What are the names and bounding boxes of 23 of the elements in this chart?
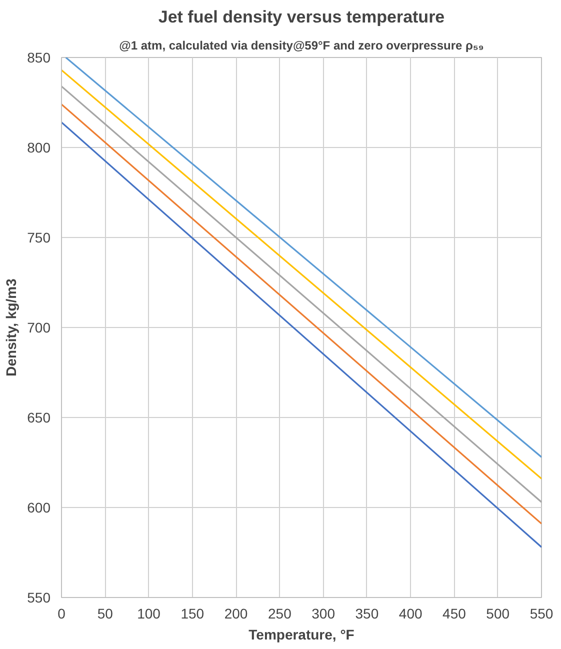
chart-title: Jet fuel density versus temperature: [158, 8, 445, 26]
x-tick-label: 500: [486, 606, 510, 622]
y-tick-label: 600: [27, 500, 51, 516]
y-tick-label: 750: [27, 230, 51, 246]
x-tick-label: 0: [58, 606, 66, 622]
x-tick-label: 550: [530, 606, 554, 622]
y-tick-label: 550: [27, 590, 51, 606]
x-tick-label: 250: [268, 606, 292, 622]
x-tick-label: 50: [97, 606, 114, 622]
y-axis-title: Density, kg/m3: [3, 278, 20, 376]
y-tick-label: 700: [27, 320, 51, 336]
x-axis-title: Temperature, °F: [248, 626, 355, 642]
x-tick-label: 450: [442, 606, 466, 622]
x-tick-label: 150: [180, 606, 204, 622]
x-tick-label: 100: [137, 606, 161, 622]
x-tick-label: 300: [312, 606, 336, 622]
y-tick-label: 650: [27, 410, 51, 426]
x-tick-label: 400: [398, 606, 422, 622]
x-tick-label: 200: [224, 606, 248, 622]
x-tick-label: 350: [355, 606, 379, 622]
y-tick-label: 800: [27, 140, 51, 156]
chart-subtitle: @1 atm, calculated via density@59°F and zero overpressure ρ₅₉: [119, 38, 484, 52]
y-tick-label: 850: [27, 50, 51, 66]
